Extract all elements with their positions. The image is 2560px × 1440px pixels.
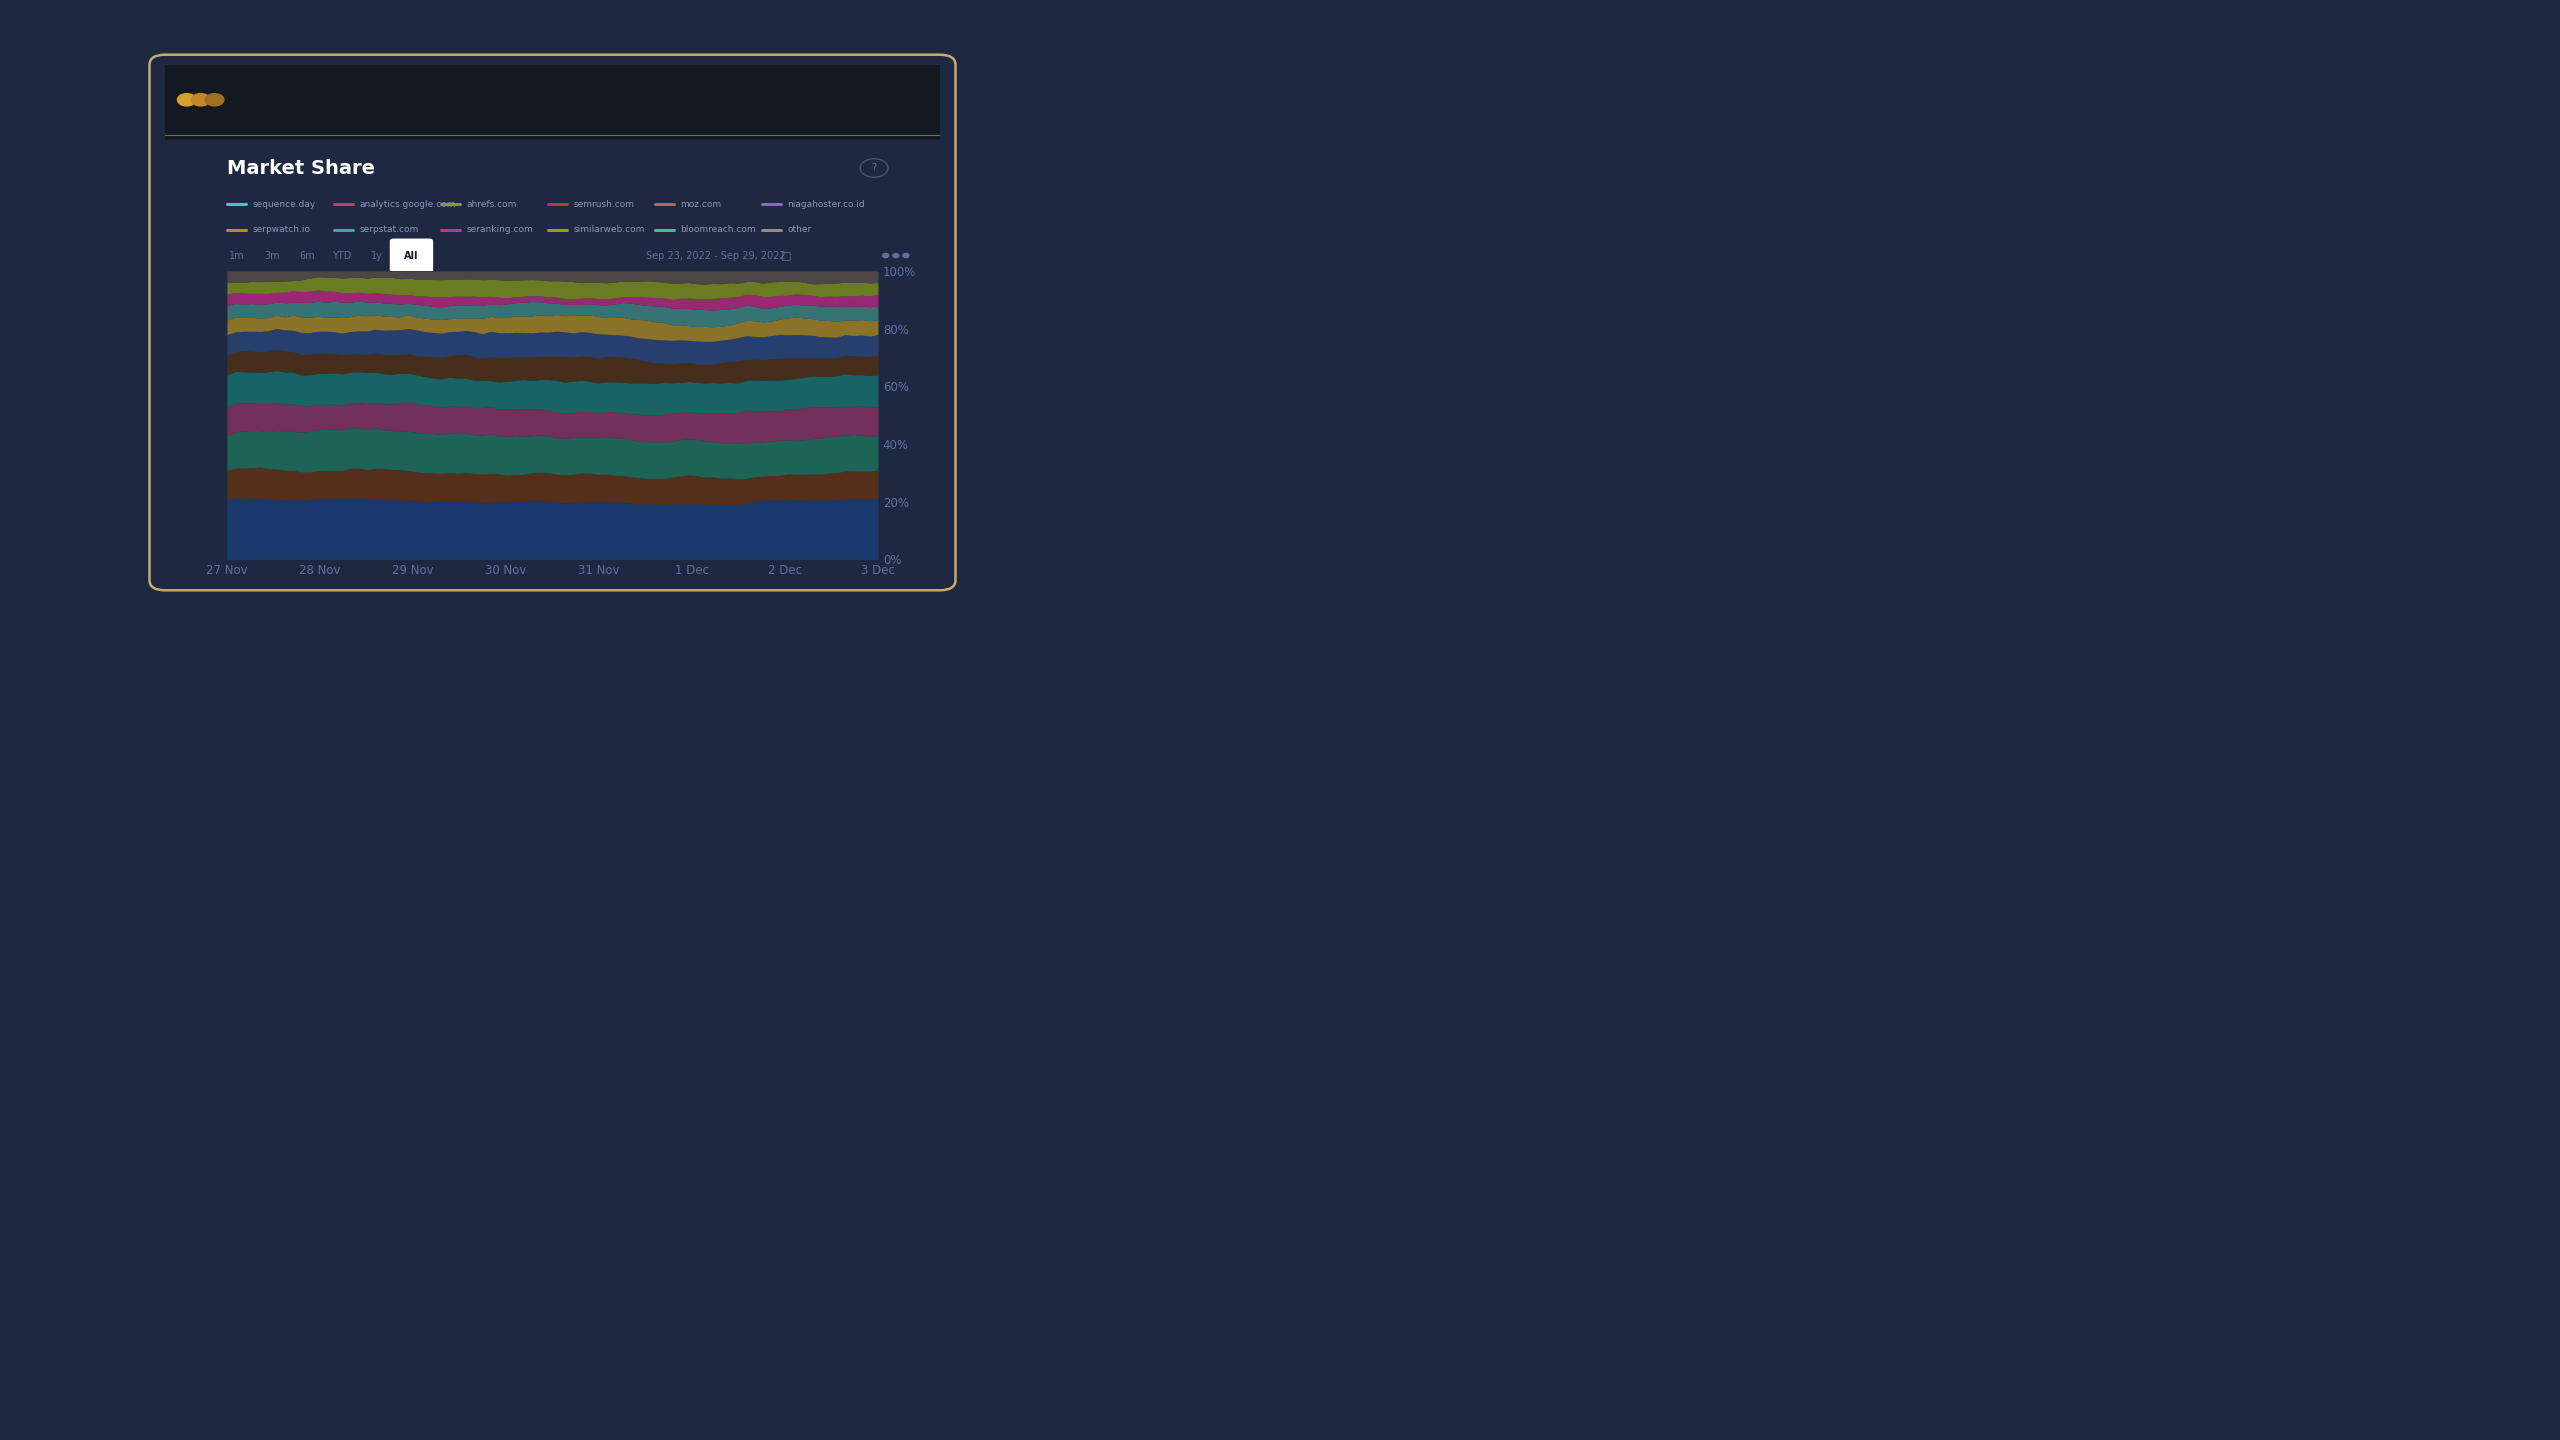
- FancyBboxPatch shape: [389, 239, 433, 272]
- Text: ahrefs.com: ahrefs.com: [466, 200, 517, 209]
- Text: serpwatch.io: serpwatch.io: [253, 225, 310, 235]
- Text: Market Share: Market Share: [228, 158, 374, 177]
- Text: All: All: [404, 251, 420, 261]
- Text: 3m: 3m: [264, 251, 279, 261]
- FancyBboxPatch shape: [156, 60, 947, 140]
- Text: serpstat.com: serpstat.com: [358, 225, 420, 235]
- Text: ?: ?: [870, 163, 876, 173]
- Text: seranking.com: seranking.com: [466, 225, 532, 235]
- Text: sequence.day: sequence.day: [253, 200, 315, 209]
- Text: semrush.com: semrush.com: [573, 200, 635, 209]
- Text: bloomreach.com: bloomreach.com: [681, 225, 755, 235]
- Text: 1m: 1m: [230, 251, 246, 261]
- Text: 1y: 1y: [371, 251, 381, 261]
- Text: YTD: YTD: [333, 251, 351, 261]
- Circle shape: [893, 253, 899, 258]
- Text: 6m: 6m: [300, 251, 315, 261]
- Circle shape: [904, 253, 909, 258]
- Circle shape: [205, 94, 223, 107]
- Text: □: □: [781, 251, 791, 261]
- Circle shape: [883, 253, 888, 258]
- Text: similarweb.com: similarweb.com: [573, 225, 645, 235]
- Text: other: other: [788, 225, 812, 235]
- Text: niagahoster.co.id: niagahoster.co.id: [788, 200, 865, 209]
- Text: moz.com: moz.com: [681, 200, 722, 209]
- Circle shape: [177, 94, 197, 107]
- Circle shape: [192, 94, 210, 107]
- Text: Sep 23, 2022 - Sep 29, 2022: Sep 23, 2022 - Sep 29, 2022: [645, 251, 786, 261]
- Text: analytics.google.com: analytics.google.com: [358, 200, 456, 209]
